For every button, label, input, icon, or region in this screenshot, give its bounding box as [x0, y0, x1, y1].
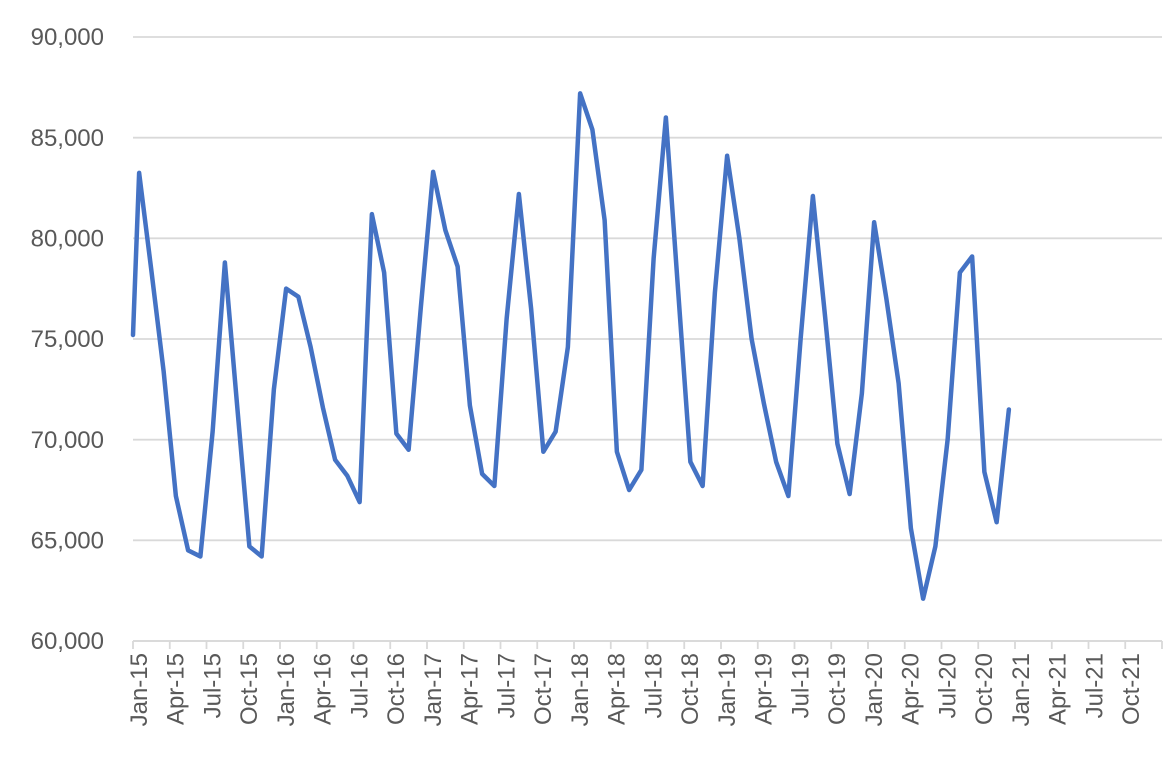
x-tick-label: Jan-15 [126, 653, 153, 726]
x-tick-label: Jan-16 [273, 653, 300, 726]
x-axis-labels: Jan-15 Apr-15 Jul-15 Oct-15 Jan-16 Apr-16 Jul-… [126, 653, 1145, 726]
x-tick-label: Oct-20 [971, 653, 998, 725]
x-tick-label: Jul-21 [1081, 653, 1108, 718]
x-tick-label: Apr-20 [898, 653, 925, 725]
y-tick-label: 65,000 [31, 527, 104, 554]
x-tick-label: Jul-16 [346, 653, 373, 718]
x-tick-label: Oct-21 [1118, 653, 1145, 725]
x-tick-label: Apr-18 [604, 653, 631, 725]
x-tick-label: Apr-16 [310, 653, 337, 725]
y-axis-labels: 90,000 85,000 80,000 75,000 70,000 65,000 60,0… [31, 24, 104, 655]
x-axis-ticks [132, 641, 1163, 649]
x-tick-label: Jul-19 [787, 653, 814, 718]
x-tick-label: Apr-15 [163, 653, 190, 725]
x-tick-label: Oct-19 [824, 653, 851, 725]
x-tick-label: Jan-20 [861, 653, 888, 726]
x-tick-label: Jul-15 [199, 653, 226, 718]
x-tick-label: Jul-17 [493, 653, 520, 718]
y-tick-label: 75,000 [31, 326, 104, 353]
x-tick-label: Apr-21 [1045, 653, 1072, 725]
x-tick-label: Jan-17 [420, 653, 447, 726]
x-tick-label: Oct-18 [677, 653, 704, 725]
data-series-line [130, 91, 1012, 601]
x-tick-label: Oct-16 [383, 653, 410, 725]
x-tick-label: Jan-19 [714, 653, 741, 726]
y-tick-label: 70,000 [31, 427, 104, 454]
x-tick-label: Oct-17 [530, 653, 557, 725]
y-tick-label: 60,000 [31, 628, 104, 655]
x-tick-label: Apr-19 [751, 653, 778, 725]
x-tick-label: Apr-17 [457, 653, 484, 725]
x-tick-label: Jan-21 [1008, 653, 1035, 726]
x-tick-label: Jul-18 [640, 653, 667, 718]
x-tick-label: Oct-15 [236, 653, 263, 725]
x-tick-label: Jul-20 [934, 653, 961, 718]
y-tick-label: 90,000 [31, 24, 104, 51]
y-tick-label: 80,000 [31, 225, 104, 252]
y-tick-label: 85,000 [31, 125, 104, 152]
x-tick-label: Jan-18 [567, 653, 594, 726]
